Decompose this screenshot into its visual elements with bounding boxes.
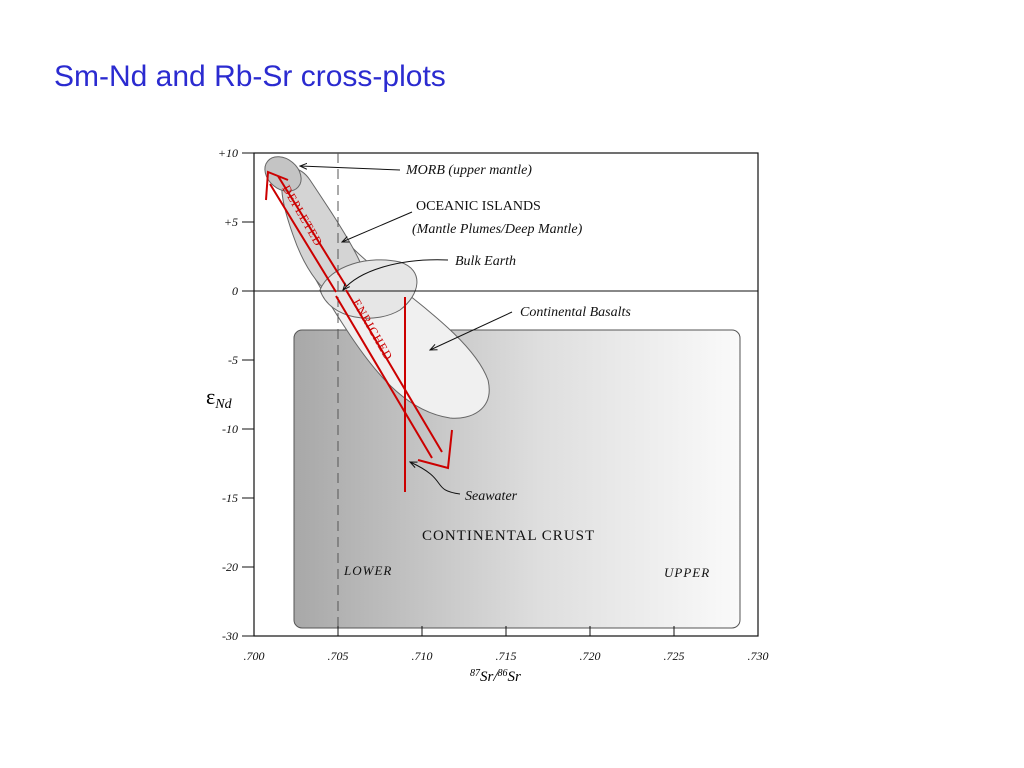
annotation: Seawater <box>465 489 518 504</box>
continental-crust-field <box>293 329 741 629</box>
annotation: Continental Basalts <box>520 305 631 320</box>
x-tick-label: .730 <box>748 649 769 663</box>
annotation: UPPER <box>664 565 710 580</box>
x-tick-label: .705 <box>328 649 349 663</box>
bulk-earth-field <box>319 259 418 319</box>
y-tick-label: -5 <box>228 353 238 367</box>
annotation: LOWER <box>343 563 392 578</box>
x-tick-label: .710 <box>412 649 433 663</box>
x-tick-label: .715 <box>496 649 517 663</box>
y-tick-label: -15 <box>222 491 238 505</box>
morb-field <box>264 156 302 192</box>
y-tick-label: -10 <box>222 422 238 436</box>
label-sup: 86 <box>498 668 508 679</box>
annotation: Bulk Earth <box>455 254 516 269</box>
label-subscript: Nd <box>214 397 232 412</box>
y-tick-label: +5 <box>224 215 238 229</box>
annotation: OCEANIC ISLANDS <box>416 199 541 214</box>
y-tick-label: +10 <box>218 146 238 160</box>
y-tick-label: -20 <box>222 560 238 574</box>
annotation: (Mantle Plumes/Deep Mantle) <box>412 222 583 237</box>
label-text: Sr/ <box>480 669 499 685</box>
x-tick-label: .725 <box>664 649 685 663</box>
label-symbol: ε <box>206 384 215 409</box>
slide-title: Sm-Nd and Rb-Sr cross-plots <box>54 60 446 93</box>
annotation: MORB (upper mantle) <box>405 163 532 178</box>
y-axis-label: εNd <box>206 384 233 412</box>
leader-lines <box>300 166 513 495</box>
enriched-arrow <box>335 289 453 470</box>
label-sup: 87 <box>470 668 481 679</box>
annotation: CONTINENTAL CRUST <box>422 528 595 544</box>
y-tick-label: -30 <box>222 629 238 643</box>
depleted-arrow <box>265 170 347 293</box>
x-axis-label: 87Sr/86Sr <box>470 668 521 685</box>
label-text: Sr <box>508 669 522 685</box>
y-tick-label: 0 <box>232 284 238 298</box>
x-tick-label: .720 <box>580 649 601 663</box>
x-tick-label: .700 <box>244 649 265 663</box>
